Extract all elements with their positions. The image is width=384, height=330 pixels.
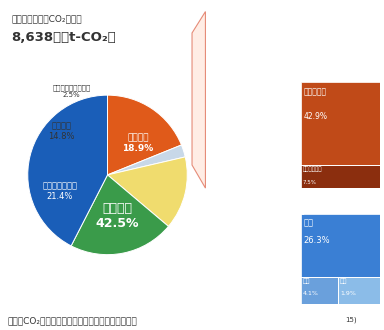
Text: 運輸部門
42.5%: 運輸部門 42.5%: [95, 202, 139, 230]
Text: 49.6%: 49.6%: [212, 121, 239, 130]
Bar: [301, 165, 380, 188]
Text: 図７　CO₂排出量、部門別排出割合（２０２０年）: 図７ CO₂排出量、部門別排出割合（２０２０年）: [8, 316, 137, 325]
Text: 産業部門内訳: 産業部門内訳: [212, 20, 245, 29]
Text: 業務その他部門
21.4%: 業務その他部門 21.4%: [42, 181, 77, 201]
Text: 68.7%: 68.7%: [212, 260, 239, 269]
Wedge shape: [108, 95, 182, 175]
Text: 鉄道: 鉄道: [340, 278, 348, 283]
Text: 1.9%: 1.9%: [340, 291, 356, 296]
Text: 15): 15): [346, 317, 357, 323]
Text: 42.9%: 42.9%: [303, 112, 327, 121]
Text: 産業部門
18.9%: 産業部門 18.9%: [122, 133, 154, 153]
Text: 家庭部門
14.8%: 家庭部門 14.8%: [48, 121, 74, 141]
Text: 26.3%: 26.3%: [303, 236, 330, 246]
Text: 製造業: 製造業: [212, 96, 227, 105]
Text: 建設業・鉱業: 建設業・鉱業: [303, 166, 322, 172]
Text: 7.5%: 7.5%: [303, 180, 316, 185]
Bar: [301, 82, 380, 165]
Text: エネルギー起源CO₂排出量: エネルギー起源CO₂排出量: [12, 15, 82, 23]
Text: 1,630［千t-CO₂］: 1,630［千t-CO₂］: [212, 43, 305, 56]
Text: 運輸部門内訳: 運輸部門内訳: [212, 185, 245, 194]
Bar: [301, 277, 338, 304]
Text: 8,638［千t-CO₂］: 8,638［千t-CO₂］: [12, 31, 116, 44]
Wedge shape: [108, 157, 187, 226]
Text: 船舶: 船舶: [303, 218, 313, 227]
Bar: [301, 214, 380, 277]
Text: 農林水産業: 農林水産業: [303, 87, 326, 96]
Text: 航空: 航空: [303, 278, 310, 283]
Wedge shape: [28, 95, 108, 246]
Text: 3,673［千t-CO₂］: 3,673［千t-CO₂］: [212, 204, 305, 216]
Text: 4.1%: 4.1%: [303, 291, 318, 296]
Wedge shape: [71, 175, 169, 255]
Bar: [338, 277, 380, 304]
Text: 自動设車: 自動设車: [212, 240, 232, 249]
Text: エネルギー転換部門
2.5%: エネルギー転換部門 2.5%: [53, 84, 91, 98]
Wedge shape: [108, 145, 185, 175]
